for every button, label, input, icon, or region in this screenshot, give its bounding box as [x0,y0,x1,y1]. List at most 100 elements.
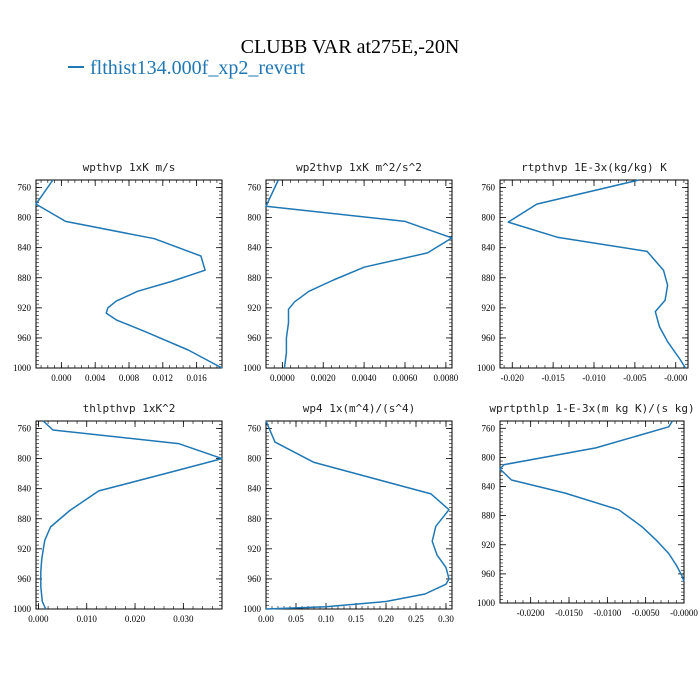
y-tick-label: 800 [482,452,496,462]
y-tick-label: 960 [18,333,32,343]
y-tick-label: 920 [482,303,496,313]
plot-frame [265,179,453,369]
y-tick-label: 960 [482,569,496,579]
series-line [265,420,450,610]
x-tick-label: -0.0100 [593,608,621,618]
y-tick-label: 880 [248,514,262,524]
y-tick-label: 800 [248,454,262,464]
plot-frame [499,179,689,369]
y-tick-label: 1000 [477,598,496,608]
y-tick-label: 760 [482,423,496,433]
x-tick-label: -0.0150 [555,608,583,618]
x-tick-label: 0.008 [119,373,140,383]
y-tick-label: 880 [18,514,32,524]
y-tick-label: 920 [248,303,262,313]
x-tick-label: -0.005 [623,373,647,383]
x-tick-label: -0.010 [582,373,606,383]
x-tick-label: 0.030 [173,614,194,624]
figure-title: CLUBB VAR at275E,-20N [240,36,460,58]
y-tick-label: 840 [18,484,32,494]
panel-title: thlpthvp 1xK^2 [83,402,176,415]
x-tick-label: 0.016 [187,373,208,383]
panel-2: wp2thvp 1xK m^2/s^2 0.0000 0.0020 0.0040 0.0… [243,161,459,383]
y-tick-label: 960 [248,333,262,343]
series-line [499,420,685,582]
legend-line-marker [68,66,84,69]
y-tick-label: 880 [18,273,32,283]
panel-title: wp2thvp 1xK m^2/s^2 [296,161,422,174]
y-tick-label: 760 [18,424,32,434]
plot-frame [265,420,453,610]
y-tick-label: 1000 [477,363,496,373]
y-tick-label: 1000 [13,604,32,614]
x-tick-label: 0.30 [438,614,454,624]
x-tick-label: -0.020 [501,373,525,383]
x-tick-label: 0.0020 [311,373,336,383]
panel-title: wpthvp 1xK m/s [83,161,176,174]
y-tick-label: 840 [482,482,496,492]
x-tick-label: 0.15 [348,614,364,624]
y-tick-label: 960 [18,574,32,584]
x-tick-label: -0.0200 [517,608,545,618]
series-line [507,179,687,369]
y-tick-label: 920 [248,544,262,554]
x-tick-label: -0.015 [542,373,566,383]
y-tick-label: 760 [482,183,496,193]
series-line [40,420,223,610]
x-tick-label: 0.0060 [393,373,418,383]
x-tick-label: 0.20 [378,614,394,624]
y-tick-label: 960 [248,574,262,584]
panel-title: rtpthvp 1E-3x(kg/kg) K [521,161,667,174]
y-tick-label: 880 [482,511,496,521]
y-tick-label: 960 [482,333,496,343]
panel-5: wp4 1x(m^4)/(s^4) 0.00 0.05 0.10 0.15 0.20 0.2… [243,402,454,624]
x-tick-label: 0.004 [85,373,106,383]
y-tick-label: 920 [18,544,32,554]
x-tick-label: 0.0000 [270,373,295,383]
y-tick-label: 1000 [243,604,262,614]
y-tick-label: 880 [482,273,496,283]
panel-1: wpthvp 1xK m/s 0.000 0.004 0.008 0.012 0.016 7… [13,161,223,383]
y-tick-label: 920 [482,540,496,550]
x-tick-label: 0.000 [28,614,49,624]
series-line [35,179,223,369]
panel-4: thlpthvp 1xK^2 0.000 0.010 0.020 0.030 760 800… [13,402,223,624]
y-tick-label: 840 [482,243,496,253]
x-tick-label: 0.25 [408,614,424,624]
x-tick-label: 0.012 [153,373,173,383]
y-tick-label: 800 [18,454,32,464]
y-tick-label: 840 [248,484,262,494]
x-tick-label: -0.0050 [632,608,660,618]
x-tick-label: 0.020 [125,614,146,624]
panel-title: wp4 1x(m^4)/(s^4) [303,402,416,415]
y-tick-label: 1000 [13,363,32,373]
x-tick-label: 0.10 [318,614,334,624]
y-tick-label: 840 [18,243,32,253]
y-tick-label: 920 [18,303,32,313]
x-tick-label: -0.000 [664,373,688,383]
y-tick-label: 760 [248,424,262,434]
x-tick-label: 0.010 [77,614,98,624]
y-tick-label: 1000 [243,363,262,373]
x-tick-label: 0.00 [258,614,274,624]
y-tick-label: 800 [248,213,262,223]
y-tick-label: 760 [248,183,262,193]
x-tick-label: -0.0000 [670,608,698,618]
y-tick-label: 800 [482,213,496,223]
y-tick-label: 880 [248,273,262,283]
y-tick-label: 760 [18,183,32,193]
series-line [265,179,453,369]
y-tick-label: 800 [18,213,32,223]
panel-3: rtpthvp 1E-3x(kg/kg) K -0.020 -0.015 -0.010… [477,161,689,383]
legend: flthist134.000f_xp2_revert [68,57,305,80]
x-tick-label: 0.0080 [433,373,458,383]
legend-label: flthist134.000f_xp2_revert [90,57,305,79]
panel-title: wprtpthlp 1-E-3x(m kg K)/(s kg) [489,402,694,415]
x-tick-label: 0.0040 [352,373,377,383]
x-tick-label: 0.000 [51,373,72,383]
x-tick-label: 0.05 [288,614,304,624]
y-tick-label: 840 [248,243,262,253]
panel-6: wprtpthlp 1-E-3x(m kg K)/(s kg) -0.0200 -0… [477,402,698,618]
